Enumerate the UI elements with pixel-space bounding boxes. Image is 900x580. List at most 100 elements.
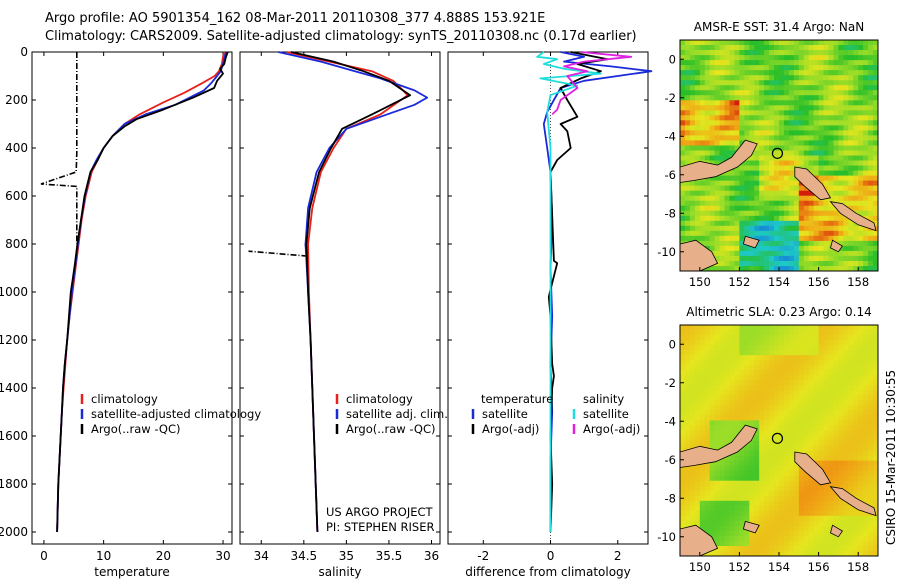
land-mass	[829, 486, 877, 517]
y-tick-label: -4	[665, 414, 676, 428]
y-tick-label: 2000	[0, 525, 28, 539]
x-tick-label: 34	[254, 549, 269, 563]
temperature-frame	[31, 51, 233, 545]
x-tick-label: 158	[847, 275, 869, 289]
y-tick-label: -2	[665, 376, 676, 390]
difference-panel: -2 0 2 difference from climatology	[447, 51, 653, 579]
legend-entry-label: satellite	[482, 407, 528, 421]
x-tick-label: 156	[808, 275, 830, 289]
legend-header: temperature	[481, 392, 553, 406]
argo-position-marker	[771, 147, 784, 159]
sst_map-field	[680, 40, 878, 271]
series-line-satellite	[56, 51, 227, 533]
x-tick-label: 10	[96, 549, 111, 563]
annotation-line: PI: STEPHEN RISER	[326, 520, 435, 534]
x-tick-label: -2	[477, 549, 489, 563]
x-tick-label: 152	[728, 275, 750, 289]
difference-legend: temperature salinitysatelliteArgo(-adj)sa…	[471, 392, 640, 436]
legend-entry-label: satellite-adjusted climatology	[91, 407, 261, 421]
argo-raw-line	[248, 243, 308, 257]
y-tick-label: 400	[5, 141, 28, 155]
map-title: AMSR-E SST: 31.4 Argo: NaN	[694, 20, 864, 34]
x-tick-label: 152	[728, 560, 750, 574]
y-tick-label: 1600	[0, 429, 28, 443]
credit-label: CSIRO 15-Mar-2011 10:30:55	[884, 370, 898, 545]
x-tick-label: 156	[808, 560, 830, 574]
series-line-temperature-argo	[547, 51, 609, 533]
legend-entry-label: satellite	[583, 407, 629, 421]
map-title: Altimetric SLA: 0.23 Argo: 0.14	[686, 305, 871, 319]
series-line-salinity-satellite	[536, 51, 602, 532]
land-mass	[680, 524, 719, 556]
figure-title-line2: Climatology: CARS2009. Satellite-adjuste…	[45, 29, 637, 44]
sst_map: AMSR-E SST: 31.4 Argo: NaN 150 152 154 156 15…	[657, 20, 879, 289]
annotation-line: US ARGO PROJECT	[326, 505, 434, 519]
y-tick-label: 0	[669, 52, 676, 66]
argo-position-marker	[771, 432, 784, 444]
sla_map-field	[680, 325, 878, 556]
legend-entry-label: Argo(..raw -QC)	[91, 422, 181, 436]
y-tick-label: -8	[665, 206, 676, 220]
salinity-frame	[239, 51, 441, 545]
x-tick-label: 35	[339, 549, 354, 563]
y-tick-label: -8	[665, 491, 676, 505]
y-tick-label: -10	[657, 530, 676, 544]
land-mass	[680, 139, 758, 183]
legend-entry-label: climatology	[91, 392, 158, 406]
x-tick-label: 0	[547, 549, 555, 563]
y-tick-label: 1800	[0, 477, 28, 491]
y-tick-label: 0	[669, 337, 676, 351]
x-tick-label: 35.5	[376, 549, 403, 563]
series-line-argo	[56, 51, 229, 533]
x-tick-label: 34.5	[290, 549, 317, 563]
argo-raw-line	[40, 52, 78, 244]
y-tick-label: -10	[657, 245, 676, 259]
y-tick-label: 800	[5, 237, 28, 251]
difference-frame	[447, 51, 649, 545]
legend-entry-label: Argo(-adj)	[583, 422, 640, 436]
x-tick-label: 150	[689, 275, 711, 289]
y-tick-label: 200	[5, 93, 28, 107]
series-line-climatology	[286, 51, 409, 533]
land-mass	[794, 451, 832, 486]
series-line-argo	[290, 51, 412, 533]
y-tick-label: -2	[665, 91, 676, 105]
x-tick-label: 2	[614, 549, 622, 563]
y-tick-label: -6	[665, 453, 676, 467]
x-axis-label: temperature	[94, 565, 169, 579]
legend-header: salinity	[583, 392, 624, 406]
x-tick-label: 36	[424, 549, 439, 563]
land-mass	[794, 166, 832, 201]
x-axis-label: difference from climatology	[465, 565, 631, 579]
y-tick-label: 600	[5, 189, 28, 203]
x-tick-label: 154	[768, 275, 790, 289]
y-tick-label: 1400	[0, 381, 28, 395]
sla_map: Altimetric SLA: 0.23 Argo: 0.14 150 152 154…	[657, 305, 879, 574]
land-mass	[742, 235, 760, 249]
x-tick-label: 20	[156, 549, 171, 563]
x-tick-label: 158	[847, 560, 869, 574]
land-mass	[829, 201, 877, 232]
legend-entry-label: Argo(-adj)	[482, 422, 539, 436]
land-mass	[680, 424, 758, 468]
y-tick-label: -6	[665, 168, 676, 182]
legend-entry-label: satellite adj. clim.	[346, 407, 448, 421]
legend-entry-label: climatology	[346, 392, 413, 406]
land-mass	[830, 524, 843, 538]
x-tick-label: 0	[40, 549, 48, 563]
figure-title-line1: Argo profile: AO 5901354_162 08-Mar-2011…	[45, 11, 546, 26]
series-line-salinity-argo	[551, 51, 633, 116]
land-mass	[830, 239, 843, 253]
x-tick-label: 154	[768, 560, 790, 574]
x-tick-label: 150	[689, 560, 711, 574]
x-tick-label: 30	[215, 549, 230, 563]
y-tick-label: -4	[665, 129, 676, 143]
legend-entry-label: Argo(..raw -QC)	[346, 422, 436, 436]
land-mass	[680, 239, 719, 271]
land-mass	[742, 520, 760, 534]
salinity-panel: 34 34.5 35 35.5 36 salinity	[239, 51, 441, 579]
